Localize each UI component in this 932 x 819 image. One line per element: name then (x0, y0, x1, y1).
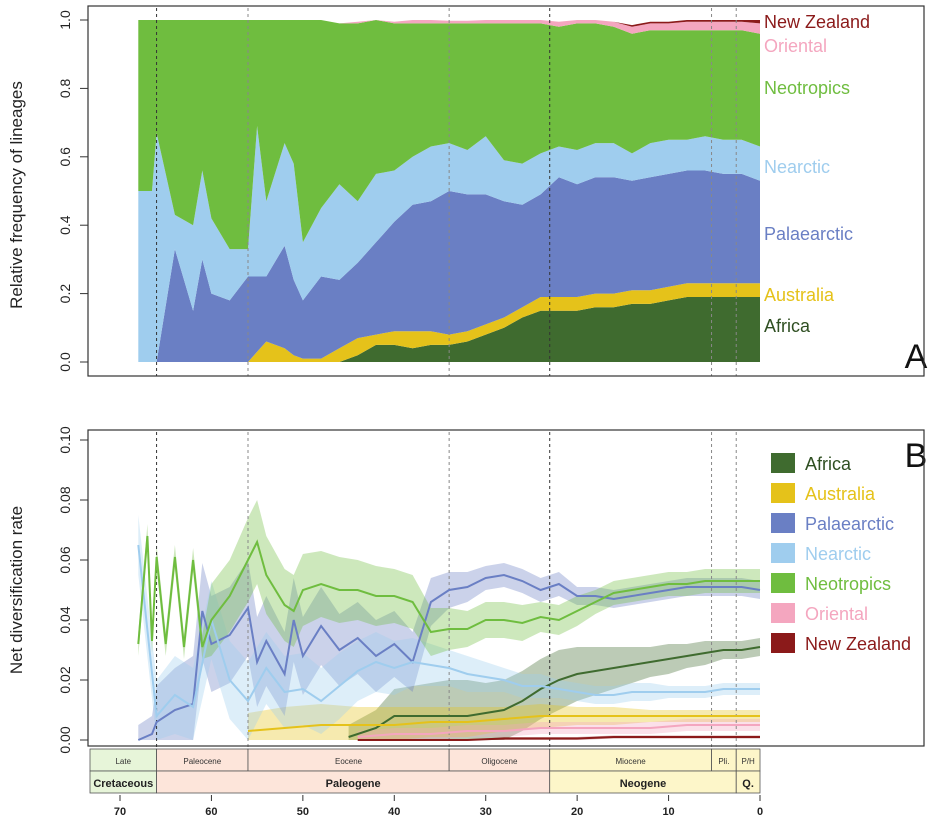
panel-b-y-tick-label: 0.08 (57, 486, 73, 513)
label-neotropics: Neotropics (764, 78, 850, 98)
epoch-label-paleocene: Paleocene (183, 757, 221, 766)
area-australia (138, 283, 761, 362)
period-q (735, 770, 761, 794)
panel-a-period-lines (156, 8, 737, 376)
band-australia (248, 704, 760, 740)
legend-swatch-australia (771, 483, 795, 503)
panel-b-letter: B (905, 437, 928, 475)
legend-label-new-zealand: New Zealand (805, 634, 911, 654)
panel-b-legend: Africa Australia Palaearctic Nearctic Neotro… (771, 453, 911, 654)
label-palaearctic: Palaearctic (764, 224, 853, 244)
epoch-label-p-h: P/H (741, 757, 755, 766)
period-label-cretaceous: Cretaceous (93, 778, 153, 790)
legend-swatch-neotropics (771, 573, 795, 593)
epoch-label-miocene: Miocene (616, 757, 647, 766)
band-palaearctic (138, 560, 761, 740)
period-label-neogene: Neogene (620, 778, 666, 790)
legend-label-nearctic: Nearctic (805, 544, 871, 564)
epoch-label-eocene: Eocene (335, 757, 363, 766)
x-tick-label: 40 (388, 806, 400, 818)
panel-a-y-tick-label: 0.4 (57, 215, 73, 235)
panel-a-y-axis-label: Relative frequency of lineages (7, 81, 26, 309)
legend-swatch-africa (771, 453, 795, 473)
period-label-q: Q. (742, 778, 754, 790)
legend-swatch-oriental (771, 603, 795, 623)
x-tick-label: 30 (480, 806, 492, 818)
x-axis: 70 60 50 40 30 20 10 0 (114, 795, 763, 818)
area-nearctic (138, 126, 761, 362)
x-tick-label: 10 (662, 806, 674, 818)
line-neotropics (137, 535, 760, 648)
panel-b-y-tick-label: 0.10 (57, 426, 73, 453)
panel-b: 0.00 0.02 0.04 0.06 0.08 0.10 Africa Australia… (7, 426, 927, 753)
x-tick-label: 50 (297, 806, 309, 818)
legend-label-palaearctic: Palaearctic (805, 514, 894, 534)
area-oriental (138, 20, 761, 34)
label-oriental: Oriental (764, 36, 827, 56)
panel-a-letter: A (905, 338, 928, 376)
panel-a-y-tick-label: 0.8 (57, 78, 73, 98)
panel-a-y-tick-label: 1.0 (57, 10, 73, 30)
legend-swatch-nearctic (771, 543, 795, 563)
area-africa (138, 297, 761, 362)
legend-swatch-new-zealand (771, 633, 795, 653)
line-nearctic (137, 544, 760, 719)
panel-b-y-tick-label: 0.02 (57, 666, 73, 693)
panel-a: 0.0 0.2 0.4 0.6 0.8 1.0 Africa Australia Palaea… (7, 5, 928, 377)
epoch-label-pli: Pli. (718, 757, 729, 766)
legend-label-australia: Australia (805, 484, 876, 504)
epoch-label-oligocene: Oligocene (481, 757, 518, 766)
line-new-zealand (357, 736, 760, 741)
label-new-zealand: New Zealand (764, 12, 870, 32)
panel-b-y-axis: 0.00 0.02 0.04 0.06 0.08 0.10 (57, 426, 89, 754)
x-tick-label: 0 (757, 806, 763, 818)
panel-a-y-tick-label: 0.6 (57, 147, 73, 167)
panel-a-y-tick-label: 0.2 (57, 284, 73, 304)
period-label-paleogene: Paleogene (326, 778, 381, 790)
panel-a-y-tick-label: 0.0 (57, 352, 73, 372)
legend-swatch-palaearctic (771, 513, 795, 533)
x-tick-label: 70 (114, 806, 126, 818)
line-australia (247, 715, 760, 732)
area-new-zealand (138, 20, 761, 27)
epoch-label-late: Late (115, 757, 131, 766)
legend-label-oriental: Oriental (805, 604, 868, 624)
band-oriental (357, 719, 760, 740)
panel-b-frame (87, 429, 925, 747)
panel-b-series-lines (137, 535, 761, 741)
panel-a-series-labels: Africa Australia Palaearctic Nearctic Neotro… (764, 12, 870, 336)
panel-a-frame (87, 5, 925, 377)
band-nearctic (138, 515, 761, 740)
geologic-timescale: Late Paleocene Eocene Oligocene Miocene Pli. P… (89, 748, 761, 794)
band-neotropics (138, 500, 761, 659)
legend-label-africa: Africa (805, 454, 852, 474)
label-australia: Australia (764, 285, 835, 305)
panel-b-y-tick-label: 0.00 (57, 726, 73, 753)
legend-label-neotropics: Neotropics (805, 574, 891, 594)
panel-b-y-axis-label: Net diversification rate (7, 506, 26, 674)
panel-a-y-axis: 0.0 0.2 0.4 0.6 0.8 1.0 (57, 10, 89, 372)
line-oriental (357, 724, 760, 738)
label-africa: Africa (764, 316, 811, 336)
panel-b-y-tick-label: 0.04 (57, 606, 73, 633)
label-nearctic: Nearctic (764, 157, 830, 177)
panel-b-y-tick-label: 0.06 (57, 546, 73, 573)
line-africa (348, 646, 761, 738)
x-tick-label: 20 (571, 806, 583, 818)
x-tick-label: 60 (205, 806, 217, 818)
